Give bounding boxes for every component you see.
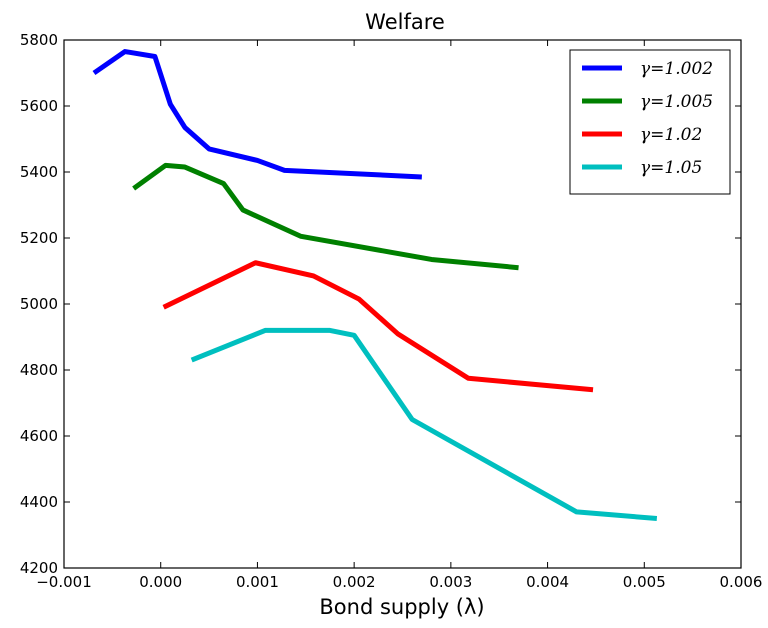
y-tick-label: 4200 [20,559,58,577]
series-line-1 [92,49,422,180]
x-tick-label: 0.003 [429,573,472,591]
axis-ticks: −0.001 0.000 0.001 0.002 0.003 0.004 0.005 0.00… [20,31,763,591]
y-tick-label: 5800 [20,31,58,49]
x-tick-label: 0.000 [139,573,182,591]
x-tick-label: −0.001 [36,573,92,591]
y-tick-label: 5200 [20,229,58,247]
y-tick-label: 4800 [20,361,58,379]
x-tick-label: 0.006 [720,573,763,591]
chart-title: Welfare [365,10,445,34]
y-tick-label: 5400 [20,163,58,181]
y-tick-label: 4400 [20,493,58,511]
y-tick-label: 4600 [20,427,58,445]
legend-label-4: γ=1.05 [640,158,702,178]
y-tick-label: 5600 [20,97,58,115]
x-tick-label: 0.001 [236,573,279,591]
y-tick-label: 5000 [20,295,58,313]
legend-label-3: γ=1.02 [640,125,702,145]
series-line-3 [162,260,594,393]
x-tick-label: 0.004 [526,573,569,591]
legend-label-1: γ=1.002 [640,59,713,79]
x-tick-label: 0.005 [623,573,666,591]
x-tick-label: 0.002 [333,573,376,591]
legend: γ=1.002 γ=1.005 γ=1.02 γ=1.05 [569,49,731,195]
legend-box [569,49,731,195]
series-line-2 [132,162,519,271]
x-axis-label: Bond supply (λ) [319,595,484,619]
legend-label-2: γ=1.005 [640,92,713,112]
series-line-4 [190,327,658,521]
series-lines [92,49,658,521]
